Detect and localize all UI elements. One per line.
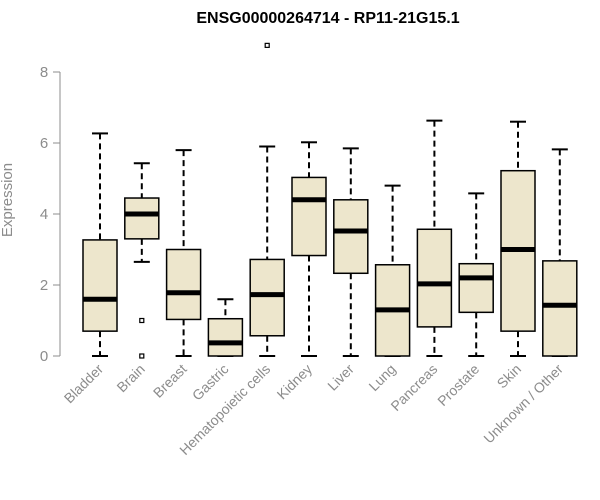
- box-4: [249, 42, 285, 357]
- box-2: [165, 149, 202, 357]
- y-tick-label: 0: [40, 348, 48, 365]
- y-tick-label: 4: [40, 206, 48, 223]
- outlier-point: [139, 353, 145, 359]
- box-7: [374, 184, 411, 357]
- box-5: [291, 141, 327, 357]
- outlier-point: [139, 317, 145, 324]
- boxes: [82, 42, 578, 359]
- x-tick-label: Breast: [150, 361, 190, 401]
- outlier-point: [264, 42, 270, 48]
- y-tick-label: 2: [40, 277, 48, 294]
- box-6: [333, 147, 369, 357]
- box-iqr: [207, 317, 244, 357]
- y-tick-label: 6: [40, 135, 48, 152]
- box-iqr: [333, 199, 369, 275]
- x-tick-label: Brain: [113, 361, 147, 395]
- box-3: [207, 298, 244, 357]
- box-8: [416, 119, 453, 357]
- x-tick-label: Skin: [494, 361, 525, 392]
- box-iqr: [165, 248, 202, 321]
- box-9: [458, 192, 494, 357]
- x-tick-label: Liver: [324, 361, 357, 394]
- x-tick-label: Unknown / Other: [480, 361, 566, 447]
- box-iqr: [458, 262, 494, 314]
- x-tick-label: Kidney: [274, 361, 316, 403]
- box-iqr: [249, 258, 285, 337]
- chart-title: ENSG00000264714 - RP11-21G15.1: [196, 10, 459, 27]
- box-0: [82, 132, 118, 357]
- box-iqr: [82, 239, 118, 332]
- x-tick-label: Lung: [365, 361, 398, 394]
- box-11: [542, 148, 578, 357]
- y-axis-label: Expression: [0, 163, 16, 237]
- y-axis: 0 2 4 6 8: [40, 64, 61, 365]
- x-tick-label: Bladder: [61, 361, 107, 407]
- box-iqr: [542, 260, 578, 357]
- box-iqr: [124, 197, 160, 240]
- y-tick-label: 8: [40, 64, 48, 81]
- x-tick-label: Prostate: [434, 361, 482, 409]
- box-1: [124, 162, 160, 359]
- box-iqr: [416, 228, 453, 328]
- box-10: [500, 120, 536, 357]
- box-iqr: [291, 176, 327, 257]
